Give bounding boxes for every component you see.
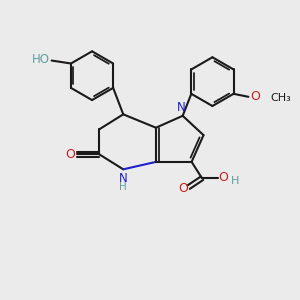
Text: N: N	[119, 172, 128, 185]
Text: HO: HO	[32, 52, 50, 66]
Text: O: O	[250, 90, 260, 103]
Text: N: N	[177, 101, 186, 114]
Text: H: H	[119, 182, 127, 192]
Text: O: O	[218, 171, 228, 184]
Text: O: O	[66, 148, 76, 161]
Text: H: H	[230, 176, 239, 186]
Text: O: O	[178, 182, 188, 195]
Text: CH₃: CH₃	[271, 93, 291, 103]
